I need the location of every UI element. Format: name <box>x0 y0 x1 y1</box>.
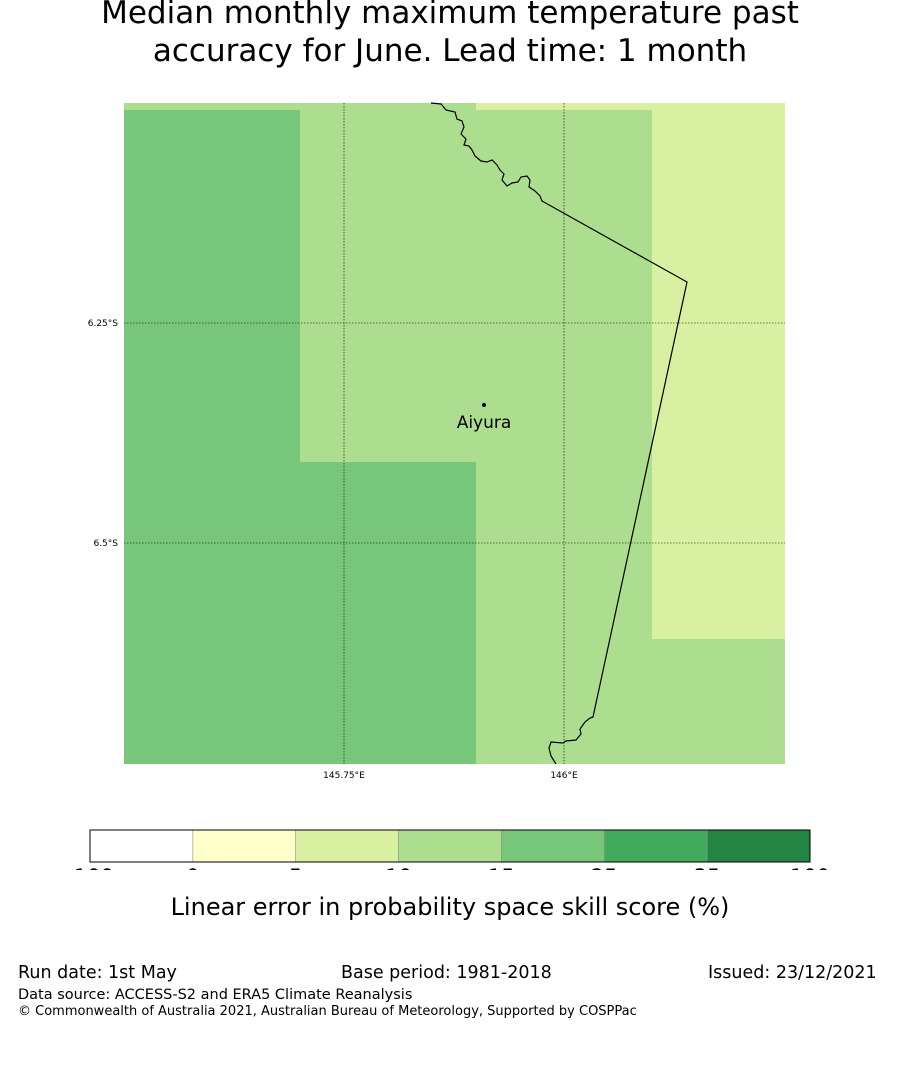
issued-date: Issued: 23/12/2021 <box>708 963 877 983</box>
map: Aiyura 6.25°S 6.5°S 145.75°E 146°E -100 0… <box>66 102 830 870</box>
grid-cell <box>300 110 476 462</box>
graticule <box>124 103 785 764</box>
data-source: Data source: ACCESS-S2 and ERA5 Climate … <box>18 987 413 1003</box>
colorbar-tick-label: 0 <box>186 865 199 870</box>
grid-cell <box>124 110 300 764</box>
title-line-2: accuracy for June. Lead time: 1 month <box>152 33 748 69</box>
lat-label-6-5: 6.5°S <box>93 539 118 549</box>
chart-title: Median monthly maximum temperature past … <box>0 0 900 70</box>
grid-cell <box>476 103 785 110</box>
colorbar-tick-label: 100 <box>790 865 830 870</box>
aiyura-dot <box>482 403 486 407</box>
colorbar-segment <box>192 829 297 863</box>
colorbar-tick-label: 10 <box>385 865 412 870</box>
lon-label-146: 146°E <box>550 771 578 781</box>
colorbar-tick-label: 35 <box>694 865 721 870</box>
run-date: Run date: 1st May <box>18 963 177 983</box>
lat-label-6-25: 6.25°S <box>88 319 119 329</box>
base-period: Base period: 1981-2018 <box>341 963 552 983</box>
aiyura-label: Aiyura <box>457 413 512 433</box>
colorbar-segment <box>501 829 605 863</box>
place-marker: Aiyura <box>457 403 512 433</box>
colorbar-tick-label: -100 <box>66 865 114 870</box>
grid-cell <box>124 103 476 110</box>
title-line-1: Median monthly maximum temperature past <box>101 0 799 31</box>
grid-cell <box>652 110 785 639</box>
colorbar-tick-label: 25 <box>591 865 618 870</box>
colorbar-tick-label: 15 <box>488 865 515 870</box>
colorbar-segment <box>603 829 708 863</box>
colorbar-segment <box>295 829 399 863</box>
colorbar-segment <box>398 829 502 863</box>
copyright: © Commonwealth of Australia 2021, Austra… <box>18 1004 637 1019</box>
skill-grid <box>124 103 785 764</box>
colorbar: -100 0 5 10 15 25 35 100 <box>66 829 830 870</box>
colorbar-tick-label: 5 <box>289 865 302 870</box>
colorbar-title: Linear error in probability space skill … <box>170 893 730 921</box>
colorbar-outline <box>89 829 811 863</box>
lon-label-145-75: 145.75°E <box>323 771 365 781</box>
colorbar-segment <box>706 829 811 863</box>
grid-cell <box>300 462 476 764</box>
colorbar-segment <box>89 829 194 863</box>
border-line <box>430 102 688 765</box>
grid-cell <box>652 639 785 764</box>
